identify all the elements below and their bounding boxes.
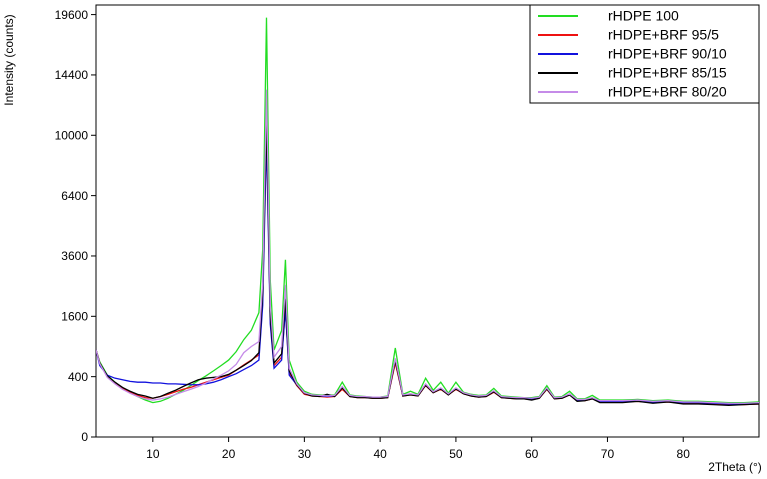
- y-tick-label: 1600: [61, 309, 88, 323]
- y-axis-label: Intensity (counts): [2, 14, 16, 105]
- x-tick-label: 10: [146, 447, 160, 461]
- legend-label: rHDPE+BRF 95/5: [608, 27, 719, 43]
- legend-label: rHDPE 100: [608, 8, 679, 24]
- series-line: [96, 120, 759, 407]
- y-tick-label: 10000: [55, 128, 89, 142]
- series-line: [96, 89, 759, 404]
- x-tick-label: 60: [525, 447, 539, 461]
- legend: rHDPE 100 rHDPE+BRF 95/5 rHDPE+BRF 90/10 rH…: [529, 4, 760, 104]
- x-tick-label: 50: [449, 447, 463, 461]
- y-tick-label: 0: [81, 430, 88, 444]
- x-tick-label: 80: [677, 447, 691, 461]
- plot-frame: [95, 4, 760, 438]
- x-tick-label: 70: [601, 447, 615, 461]
- legend-label: rHDPE+BRF 90/10: [608, 46, 727, 62]
- x-tick-label: 40: [373, 447, 387, 461]
- y-tick-label: 19600: [55, 8, 89, 22]
- series-line: [96, 139, 759, 405]
- x-tick-label: 30: [298, 447, 312, 461]
- series-line: [96, 99, 759, 406]
- y-tick-label: 14400: [55, 68, 89, 82]
- y-tick-label: 6400: [61, 189, 88, 203]
- legend-label: rHDPE+BRF 80/20: [608, 84, 727, 100]
- y-tick-label: 400: [68, 370, 88, 384]
- x-axis-label: 2Theta (°): [708, 460, 761, 474]
- legend-label: rHDPE+BRF 85/15: [608, 65, 727, 81]
- plot-lines: [96, 17, 759, 407]
- x-tick-label: 20: [222, 447, 236, 461]
- y-tick-label: 3600: [61, 249, 88, 263]
